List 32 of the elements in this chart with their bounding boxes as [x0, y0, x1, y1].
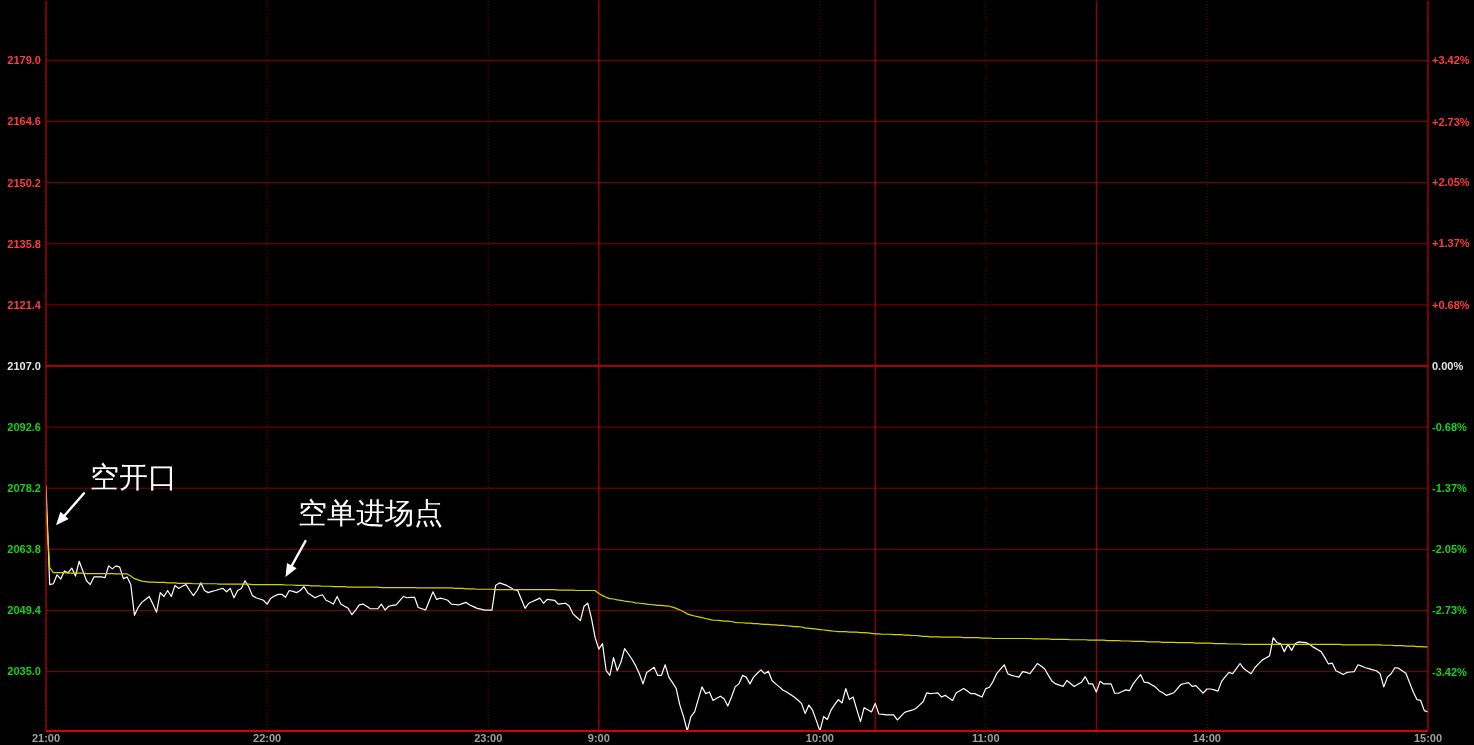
- y2-tick-label: +0.68%: [1432, 299, 1470, 312]
- x-tick-label: 23:00: [474, 731, 503, 744]
- y2-tick-label: -0.68%: [1432, 420, 1468, 433]
- x-tick-label: 14:00: [1192, 731, 1221, 744]
- x-tick-label: 9:00: [587, 731, 610, 744]
- y-tick-label: 2049.4: [7, 604, 42, 617]
- y-tick-label: 2121.4: [7, 298, 42, 311]
- y2-tick-label: -2.73%: [1432, 604, 1468, 617]
- y-tick-label: 2150.2: [7, 176, 41, 189]
- y2-tick-label: +2.73%: [1432, 115, 1470, 128]
- y-tick-label: 2164.6: [7, 115, 41, 128]
- y2-tick-label: -1.37%: [1432, 482, 1468, 495]
- y-tick-label: 2078.2: [7, 482, 41, 495]
- x-tick-label: 21:00: [31, 731, 61, 744]
- annotation: 空单进场点: [297, 496, 443, 530]
- x-tick-label: 10:00: [805, 731, 834, 744]
- y-tick-label: 2135.8: [7, 237, 41, 250]
- y-tick-label: 2179.0: [7, 54, 41, 67]
- y2-tick-label: +2.05%: [1432, 176, 1470, 189]
- y-tick-label: 2107.0: [7, 359, 41, 372]
- y2-tick-label: 0.00%: [1432, 359, 1464, 372]
- x-tick-label: 15:00: [1413, 731, 1443, 744]
- y-tick-label: 2063.8: [7, 543, 41, 556]
- y2-tick-label: +1.37%: [1432, 237, 1470, 250]
- x-tick-label: 11:00: [971, 731, 1000, 744]
- y-tick-label: 2092.6: [7, 420, 41, 433]
- y2-tick-label: -3.42%: [1432, 665, 1468, 678]
- y2-tick-label: -2.05%: [1432, 543, 1468, 556]
- y-tick-label: 2035.0: [7, 665, 41, 678]
- x-tick-label: 22:00: [253, 731, 282, 744]
- y2-tick-label: +3.42%: [1432, 53, 1470, 66]
- annotation: 空开口: [90, 460, 177, 495]
